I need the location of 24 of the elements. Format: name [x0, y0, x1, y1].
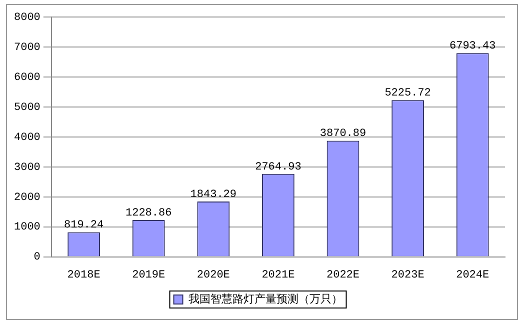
- y-tick-label: 2000: [14, 192, 40, 204]
- data-label: 2764.93: [255, 161, 302, 174]
- legend-label: 我国智慧路灯产量预测（万只）: [188, 292, 342, 306]
- y-tick-label: 4000: [14, 132, 40, 144]
- y-tick-label: 3000: [14, 162, 40, 174]
- x-tick-label: 2020E: [196, 269, 230, 282]
- x-tick-label: 2022E: [326, 269, 360, 282]
- data-label: 819.24: [64, 220, 104, 232]
- y-tick-label: 5000: [14, 102, 40, 114]
- y-tick-label: 7000: [14, 42, 40, 54]
- data-label: 1228.86: [125, 207, 172, 220]
- y-tick-label: 1000: [14, 222, 40, 234]
- x-tick-label: 2024E: [456, 269, 490, 282]
- x-tick-label: 2018E: [67, 269, 101, 282]
- y-tick-label: 8000: [14, 12, 40, 24]
- data-label: 6793.43: [449, 40, 496, 53]
- data-label: 3870.89: [320, 128, 366, 140]
- x-tick-label: 2021E: [262, 269, 296, 282]
- data-label: 1843.29: [190, 188, 237, 201]
- y-tick-label: 0: [34, 252, 40, 264]
- x-tick-label: 2019E: [132, 269, 166, 282]
- y-tick-label: 6000: [14, 72, 40, 84]
- x-tick-label: 2023E: [391, 269, 425, 282]
- data-label: 5225.72: [384, 88, 431, 100]
